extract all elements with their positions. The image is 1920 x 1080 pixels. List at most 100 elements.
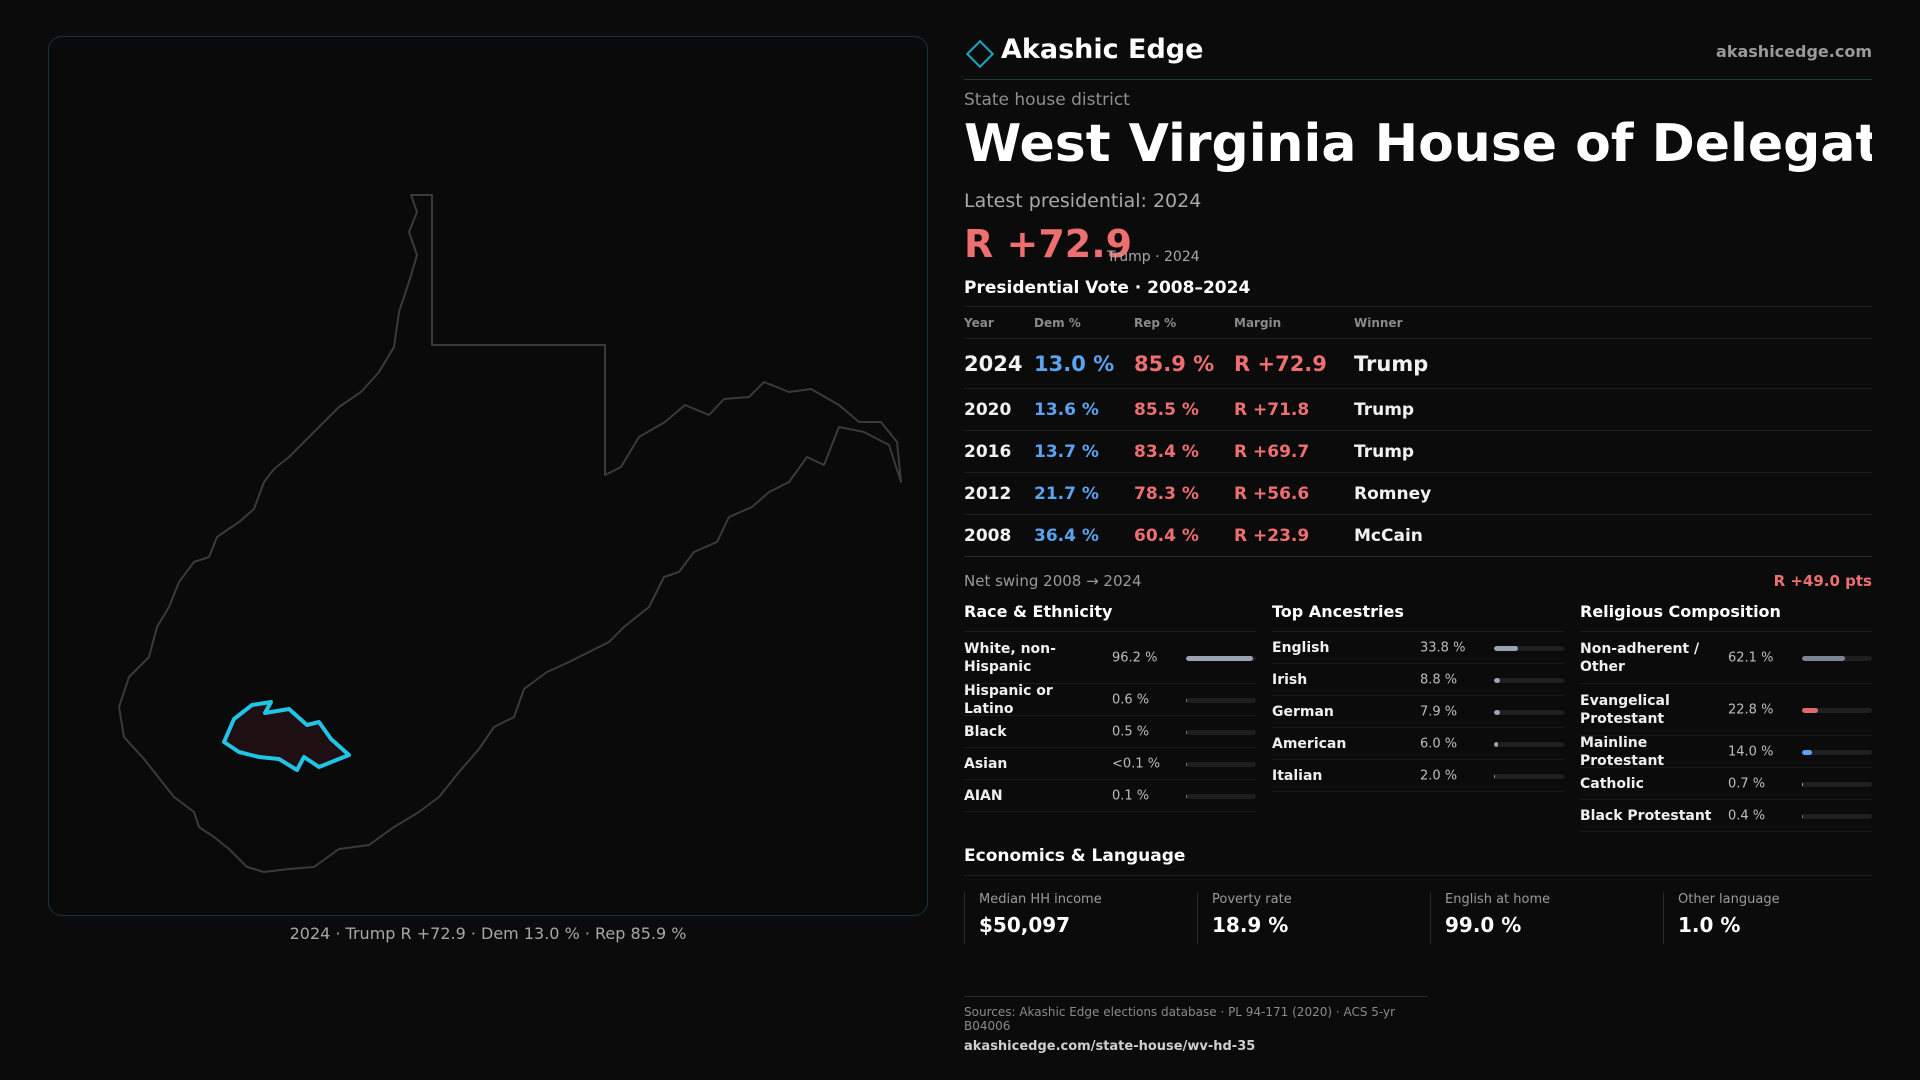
stat-value: 1.0 % bbox=[1678, 913, 1741, 937]
row-value: 0.1 % bbox=[1112, 788, 1150, 803]
bar-fill bbox=[1186, 761, 1188, 767]
row-label: Black Protestant bbox=[1580, 807, 1712, 824]
bar-track bbox=[1494, 677, 1564, 683]
list-item: English 33.8 % bbox=[1272, 632, 1564, 664]
winner-cell: Romney bbox=[1354, 483, 1432, 504]
rep-cell: 85.9 % bbox=[1134, 351, 1215, 376]
table-row[interactable]: 2024 13.0 % 85.9 % R +72.9 Trump bbox=[964, 338, 1872, 388]
state-map[interactable] bbox=[49, 37, 928, 916]
net-swing-label: Net swing 2008 → 2024 bbox=[964, 572, 1142, 590]
list-item: Mainline Protestant 14.0 % bbox=[1580, 734, 1872, 769]
row-value: 22.8 % bbox=[1728, 702, 1774, 717]
row-label: American bbox=[1272, 735, 1347, 752]
row-label: Black bbox=[964, 723, 1007, 740]
row-value: 2.0 % bbox=[1420, 768, 1458, 783]
bar-track bbox=[1186, 761, 1256, 767]
bar-fill bbox=[1494, 741, 1499, 747]
presidential-vote-title: Presidential Vote · 2008–2024 bbox=[964, 278, 1251, 298]
list-item: Irish 8.8 % bbox=[1272, 664, 1564, 696]
list-item: Asian <0.1 % bbox=[964, 748, 1256, 780]
bar-fill bbox=[1494, 677, 1501, 683]
year-cell: 2020 bbox=[964, 399, 1012, 420]
row-label: Irish bbox=[1272, 671, 1308, 688]
bar-track bbox=[1186, 655, 1256, 661]
row-value: 0.7 % bbox=[1728, 776, 1766, 791]
winner-cell: McCain bbox=[1354, 525, 1423, 546]
stat-label: Poverty rate bbox=[1212, 892, 1292, 907]
row-label: Catholic bbox=[1580, 775, 1644, 792]
stat-value: $50,097 bbox=[979, 913, 1071, 937]
rep-cell: 83.4 % bbox=[1134, 441, 1199, 462]
list-item: Evangelical Protestant 22.8 % bbox=[1580, 684, 1872, 736]
bar-track bbox=[1186, 729, 1256, 735]
row-label: English bbox=[1272, 639, 1330, 656]
sources: Sources: Akashic Edge elections database… bbox=[964, 996, 1428, 1054]
bar-fill bbox=[1802, 749, 1812, 755]
site-link[interactable]: akashicedge.com bbox=[1716, 42, 1872, 61]
list-item: Black Protestant 0.4 % bbox=[1580, 800, 1872, 832]
state-outline bbox=[118, 194, 902, 873]
dem-cell: 13.0 % bbox=[1034, 351, 1115, 376]
dem-cell: 13.6 % bbox=[1034, 399, 1099, 420]
latest-presidential-label: Latest presidential: 2024 bbox=[964, 190, 1202, 212]
bar-track bbox=[1186, 697, 1256, 703]
stat-english-at-home: English at home 99.0 % bbox=[1430, 892, 1650, 944]
district-35-shape[interactable] bbox=[222, 700, 351, 772]
brand-name: Akashic Edge bbox=[1001, 34, 1204, 65]
margin-cell: R +23.9 bbox=[1234, 525, 1310, 546]
row-label: Italian bbox=[1272, 767, 1323, 784]
row-value: 96.2 % bbox=[1112, 650, 1158, 665]
year-cell: 2012 bbox=[964, 483, 1012, 504]
table-row[interactable]: 2008 36.4 % 60.4 % R +23.9 McCain bbox=[964, 514, 1872, 556]
row-label: White, non-Hispanic bbox=[964, 640, 1056, 675]
row-value: 0.5 % bbox=[1112, 724, 1150, 739]
source-link[interactable]: akashicedge.com/state-house/wv-hd-35 bbox=[964, 1039, 1256, 1054]
winner-cell: Trump bbox=[1354, 441, 1415, 462]
bar-fill bbox=[1494, 709, 1500, 715]
row-value: 0.6 % bbox=[1112, 692, 1150, 707]
sources-text: Sources: Akashic Edge elections database… bbox=[964, 1005, 1396, 1033]
dem-cell: 13.7 % bbox=[1034, 441, 1099, 462]
bar-track bbox=[1494, 741, 1564, 747]
stat-label: English at home bbox=[1445, 892, 1551, 907]
table-row[interactable]: 2020 13.6 % 85.5 % R +71.8 Trump bbox=[964, 388, 1872, 430]
stat-label: Median HH income bbox=[979, 892, 1102, 907]
row-value: 14.0 % bbox=[1728, 744, 1774, 759]
bar-track bbox=[1802, 749, 1872, 755]
table-row[interactable]: 2016 13.7 % 83.4 % R +69.7 Trump bbox=[964, 430, 1872, 472]
list-item: Hispanic or Latino 0.6 % bbox=[964, 683, 1256, 717]
year-cell: 2016 bbox=[964, 441, 1012, 462]
bar-fill bbox=[1186, 793, 1188, 799]
bar-fill bbox=[1494, 645, 1518, 651]
section-title: Religious Composition bbox=[1580, 602, 1872, 632]
bar-track bbox=[1186, 793, 1256, 799]
vote-table: Year Dem % Rep % Margin Winner 2024 13.0… bbox=[964, 306, 1872, 557]
rep-cell: 78.3 % bbox=[1134, 483, 1199, 504]
list-item: German 7.9 % bbox=[1272, 696, 1564, 728]
page-title: West Virginia House of Delegates Distric… bbox=[964, 114, 1872, 174]
list-item: White, non-Hispanic 96.2 % bbox=[964, 632, 1256, 684]
row-label: Mainline Protestant bbox=[1580, 734, 1665, 769]
year-cell: 2024 bbox=[964, 351, 1023, 376]
map-panel[interactable] bbox=[48, 36, 928, 916]
row-label: Evangelical Protestant bbox=[1580, 692, 1670, 727]
row-label: German bbox=[1272, 703, 1334, 720]
headline-sub: Trump · 2024 bbox=[1107, 249, 1200, 265]
diamond-logo-icon bbox=[965, 39, 995, 69]
bar-fill bbox=[1802, 781, 1804, 787]
list-item: Italian 2.0 % bbox=[1272, 760, 1564, 792]
row-value: 62.1 % bbox=[1728, 650, 1774, 665]
bar-track bbox=[1494, 645, 1564, 651]
bar-fill bbox=[1186, 697, 1188, 703]
section-title: Top Ancestries bbox=[1272, 602, 1564, 632]
bar-track bbox=[1802, 813, 1872, 819]
stat-other-language: Other language 1.0 % bbox=[1663, 892, 1872, 944]
bar-fill bbox=[1186, 655, 1254, 661]
row-value: 6.0 % bbox=[1420, 736, 1458, 751]
margin-cell: R +72.9 bbox=[1234, 351, 1327, 376]
col-year: Year bbox=[964, 315, 994, 330]
bar-fill bbox=[1802, 813, 1804, 819]
table-row[interactable]: 2012 21.7 % 78.3 % R +56.6 Romney bbox=[964, 472, 1872, 514]
bar-track bbox=[1494, 709, 1564, 715]
ancestry-section: Top Ancestries English 33.8 % Irish 8.8 … bbox=[1272, 602, 1564, 792]
